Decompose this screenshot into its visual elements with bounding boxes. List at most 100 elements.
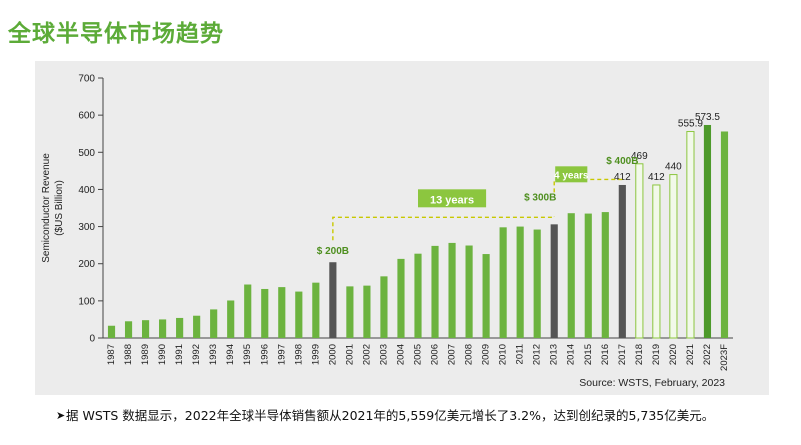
bar-2022 (703, 124, 712, 338)
bar-1994 (227, 300, 235, 338)
arrow-bullet-icon: ➤ (56, 409, 66, 422)
bar-2016 (601, 212, 609, 338)
milestone-label: $ 400B (606, 156, 638, 167)
bar-1997 (278, 287, 286, 338)
x-tick-label: 2014 (566, 344, 577, 365)
x-tick-label: 1992 (191, 344, 202, 365)
bar-1996 (261, 288, 269, 338)
x-tick-label: 2001 (344, 344, 355, 365)
period-label-box (418, 189, 487, 208)
x-tick-label: 1996 (259, 344, 270, 365)
x-tick-label: 2023F (719, 344, 730, 371)
bar-2009 (482, 254, 490, 338)
y-axis-title-line: ($US Billion) (54, 180, 65, 236)
bar-2004 (397, 258, 405, 338)
x-tick-label: 1997 (276, 344, 287, 365)
bar-1987 (107, 325, 116, 338)
y-tick-label: 400 (78, 185, 95, 196)
x-tick-label: 2021 (685, 344, 696, 365)
page-title: 全球半导体市场趋势 (8, 21, 224, 47)
x-tick-label: 1999 (310, 344, 321, 365)
x-tick-label: 1989 (140, 344, 151, 365)
footnote: ➤ 据 WSTS 数据显示，2022年全球半导体销售额从2021年的5,559亿… (56, 408, 766, 424)
x-tick-label: 2022 (702, 344, 713, 365)
x-tick-label: 2003 (378, 344, 389, 365)
bar-2002 (363, 285, 371, 338)
bar-1991 (176, 317, 184, 338)
bar-2017 (618, 184, 626, 338)
x-tick-label: 1987 (106, 344, 117, 365)
x-tick-label: 2007 (447, 344, 458, 365)
bar-2008 (465, 245, 473, 338)
bar-2020 (669, 174, 678, 339)
bar-2013 (550, 224, 558, 338)
bar-1990 (159, 319, 167, 338)
data-label: 469 (631, 151, 648, 162)
bar-1989 (141, 320, 150, 338)
revenue-bar-chart: 0 100 200 300 400 500 600 700 Semiconductor Reve… (41, 74, 733, 389)
bar-2021 (686, 131, 695, 339)
chart-panel (35, 61, 769, 395)
bar-2011 (516, 226, 524, 338)
bar-2006 (431, 245, 439, 338)
y-tick-label: 100 (78, 296, 95, 307)
y-tick-label: 300 (78, 222, 95, 233)
y-tick-label: 600 (78, 111, 95, 122)
y-axis-title: Semiconductor Revenue ($US Billion) (41, 153, 65, 263)
bar-2010 (499, 227, 507, 338)
period-label: 4 years (554, 170, 589, 181)
x-tick-label: 1993 (208, 344, 219, 365)
x-tick-label: 2002 (361, 344, 372, 365)
bar-2007 (448, 242, 456, 338)
x-tick-label: 2004 (395, 344, 406, 365)
x-tick-label: 2015 (583, 344, 594, 365)
bar-1993 (210, 309, 218, 338)
y-tick-label: 700 (78, 74, 95, 85)
bar-2005 (414, 253, 422, 338)
x-tick-label: 2019 (651, 344, 662, 365)
period-bracket (332, 216, 555, 241)
x-tick-label: 2008 (464, 344, 475, 365)
y-tick-label: 200 (78, 259, 95, 270)
bar-2000 (329, 262, 337, 338)
x-tick-label: 2011 (515, 344, 526, 364)
period-label-box (555, 166, 588, 183)
bar-1995 (244, 284, 252, 338)
bar-1999 (312, 282, 320, 338)
bar-1998 (295, 291, 303, 338)
x-tick-label: 2016 (600, 344, 611, 365)
x-tick-label: 2006 (430, 344, 441, 365)
x-tick-label: 1991 (174, 344, 185, 365)
bar-2018 (635, 163, 644, 339)
x-tick-label: 2013 (549, 344, 560, 365)
bar-2023F (720, 131, 729, 338)
data-label: 573.5 (695, 112, 720, 123)
x-tick-label: 2000 (327, 344, 338, 365)
x-tick-label: 2010 (498, 344, 509, 365)
x-tick-label: 1995 (242, 344, 253, 365)
x-tick-label: 2009 (481, 344, 492, 365)
bar-1992 (193, 315, 201, 338)
bar-2014 (567, 213, 575, 338)
x-tick-label: 2020 (668, 344, 679, 365)
bar-2003 (380, 276, 388, 338)
milestone-label: $ 200B (317, 246, 349, 257)
x-tick-label: 2017 (617, 344, 628, 365)
y-axis-title-line: Semiconductor Revenue (41, 153, 52, 263)
bar-2012 (533, 229, 541, 338)
data-label: 440 (665, 162, 682, 173)
data-label: 412 (614, 172, 631, 183)
x-tick-label: 1990 (157, 344, 168, 365)
period-label: 13 years (430, 194, 474, 206)
footnote-text: 据 WSTS 数据显示，2022年全球半导体销售额从2021年的5,559亿美元… (66, 408, 715, 423)
bar-1988 (124, 321, 133, 338)
y-tick-label: 500 (78, 148, 95, 159)
x-tick-label: 2018 (634, 344, 645, 365)
x-tick-label: 2012 (532, 344, 543, 365)
x-tick-label: 2005 (413, 344, 424, 365)
y-tick-label: 0 (89, 334, 95, 345)
milestone-label: $ 300B (524, 192, 556, 203)
bar-2019 (652, 184, 661, 339)
bar-2001 (346, 286, 354, 338)
data-label: 412 (648, 172, 665, 183)
